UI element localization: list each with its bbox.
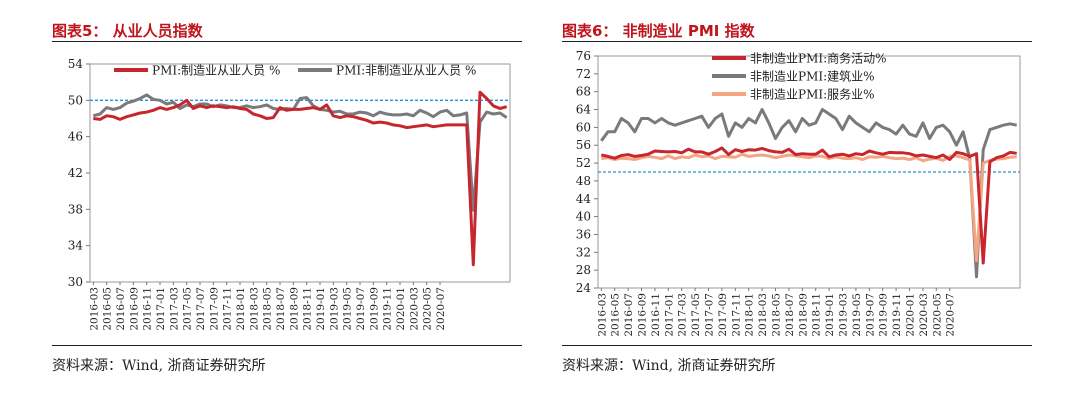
x-tick-label: 2018-11 bbox=[302, 287, 314, 331]
x-tick-label: 2016-11 bbox=[142, 287, 154, 331]
x-tick-label: 2016-09 bbox=[128, 287, 140, 331]
x-tick-label: 2018-07 bbox=[784, 293, 796, 337]
x-tick-label: 2016-11 bbox=[650, 293, 662, 337]
x-tick-label: 2017-03 bbox=[168, 287, 180, 331]
chart-title: 图表6： 非制造业 PMI 指数 bbox=[562, 22, 755, 40]
y-tick-label: 34 bbox=[68, 239, 84, 253]
y-tick-label: 72 bbox=[576, 67, 591, 81]
x-tick-label: 2018-09 bbox=[288, 287, 300, 331]
chart-title: 图表5： 从业人员指数 bbox=[52, 22, 203, 40]
x-tick-label: 2019-07 bbox=[864, 293, 876, 337]
legend-label: 非制造业PMI:服务业% bbox=[750, 87, 875, 102]
x-tick-label: 2017-01 bbox=[663, 293, 675, 337]
y-tick-label: 64 bbox=[576, 103, 592, 117]
x-tick-label: 2017-05 bbox=[690, 293, 702, 337]
x-tick-label: 2017-11 bbox=[730, 293, 742, 337]
title-divider bbox=[52, 41, 522, 42]
y-tick-label: 24 bbox=[576, 281, 592, 295]
panel-employment-index: 图表5： 从业人员指数 54 50 46 42 38 34 30 2016-03 2016-05… bbox=[52, 0, 522, 412]
series-line-1 bbox=[600, 108, 1018, 279]
x-tick-label: 2018-09 bbox=[797, 293, 809, 337]
x-tick-label: 2016-07 bbox=[115, 287, 127, 331]
y-tick-label: 30 bbox=[68, 275, 83, 289]
x-tick-label: 2019-09 bbox=[368, 287, 380, 331]
x-tick-label: 2016-05 bbox=[610, 293, 622, 337]
x-tick-label: 2019-03 bbox=[328, 287, 340, 331]
source-note: 资料来源：Wind, 浙商证券研究所 bbox=[52, 358, 266, 374]
x-tick-label: 2017-09 bbox=[717, 293, 729, 337]
x-tick-label: 2020-07 bbox=[945, 293, 957, 337]
x-tick-label: 2019-09 bbox=[878, 293, 890, 337]
y-tick-label: 76 bbox=[576, 49, 591, 63]
series-line-2 bbox=[601, 152, 1017, 263]
x-tick-label: 2019-05 bbox=[342, 287, 354, 331]
x-tick-label: 2018-03 bbox=[757, 293, 769, 337]
y-tick-label: 60 bbox=[576, 120, 591, 134]
y-tick-label: 28 bbox=[576, 263, 591, 277]
x-tick-label: 2020-07 bbox=[435, 287, 447, 331]
x-tick-label: 2020-03 bbox=[408, 287, 420, 331]
y-tick-label: 44 bbox=[576, 192, 592, 206]
x-tick-label: 2019-05 bbox=[851, 293, 863, 337]
y-tick-label: 68 bbox=[576, 85, 591, 99]
x-tick-label: 2020-01 bbox=[395, 287, 407, 331]
x-tick-label: 2019-01 bbox=[315, 287, 327, 331]
x-tick-label: 2017-11 bbox=[222, 287, 234, 331]
legend-label: 非制造业PMI:商务活动% bbox=[750, 51, 887, 66]
x-tick-label: 2017-05 bbox=[182, 287, 194, 331]
x-tick-label: 2020-05 bbox=[422, 287, 434, 331]
series-line-0 bbox=[600, 146, 1017, 265]
y-tick-label: 42 bbox=[68, 166, 83, 180]
y-tick-label: 36 bbox=[576, 227, 591, 241]
y-tick-label: 52 bbox=[576, 156, 591, 170]
footer-divider bbox=[562, 345, 1032, 346]
x-tick-label: 2016-07 bbox=[623, 293, 635, 337]
legend-label: PMI:非制造业从业人员 % bbox=[336, 64, 476, 78]
x-tick-label: 2019-01 bbox=[824, 293, 836, 337]
source-note: 资料来源：Wind, 浙商证券研究所 bbox=[562, 358, 776, 374]
x-tick-label: 2019-11 bbox=[891, 293, 903, 337]
y-tick-label: 48 bbox=[576, 174, 591, 188]
y-tick-label: 46 bbox=[68, 130, 83, 144]
x-tick-label: 2016-09 bbox=[637, 293, 649, 337]
x-tick-label: 2016-03 bbox=[88, 287, 100, 331]
x-tick-label: 2020-01 bbox=[904, 293, 916, 337]
y-tick-label: 54 bbox=[68, 57, 84, 71]
legend-label: PMI:制造业从业人员 % bbox=[152, 64, 280, 78]
x-tick-label: 2017-07 bbox=[704, 293, 716, 337]
x-tick-label: 2020-05 bbox=[931, 293, 943, 337]
x-tick-label: 2020-03 bbox=[918, 293, 930, 337]
x-tick-label: 2019-03 bbox=[837, 293, 849, 337]
x-tick-label: 2018-03 bbox=[248, 287, 260, 331]
x-tick-label: 2016-03 bbox=[596, 293, 608, 337]
x-tick-label: 2018-01 bbox=[744, 293, 756, 337]
y-tick-label: 50 bbox=[68, 93, 83, 107]
footer-divider bbox=[52, 345, 522, 346]
x-tick-label: 2017-07 bbox=[195, 287, 207, 331]
x-tick-label: 2018-07 bbox=[275, 287, 287, 331]
plot-area bbox=[89, 63, 511, 283]
x-tick-label: 2018-11 bbox=[811, 293, 823, 337]
y-tick-label: 56 bbox=[576, 138, 591, 152]
series-line-1 bbox=[92, 93, 508, 212]
y-tick-label: 32 bbox=[576, 245, 591, 259]
x-tick-label: 2017-03 bbox=[677, 293, 689, 337]
x-tick-label: 2018-05 bbox=[262, 287, 274, 331]
x-tick-label: 2019-11 bbox=[382, 287, 394, 331]
panel-nonmanufacturing-pmi: 图表6： 非制造业 PMI 指数 76 72 68 64 60 56 52 48 44 40 36 3… bbox=[562, 0, 1032, 412]
x-tick-label: 2017-09 bbox=[208, 287, 220, 331]
legend-label: 非制造业PMI:建筑业% bbox=[750, 69, 875, 84]
series-line-0 bbox=[93, 90, 508, 267]
x-tick-label: 2016-05 bbox=[102, 287, 114, 331]
title-divider bbox=[562, 41, 1032, 42]
y-tick-label: 38 bbox=[68, 202, 83, 216]
x-tick-label: 2019-07 bbox=[355, 287, 367, 331]
x-tick-label: 2018-01 bbox=[235, 287, 247, 331]
x-tick-label: 2017-01 bbox=[155, 287, 167, 331]
y-tick-label: 40 bbox=[576, 210, 591, 224]
x-tick-label: 2018-05 bbox=[771, 293, 783, 337]
